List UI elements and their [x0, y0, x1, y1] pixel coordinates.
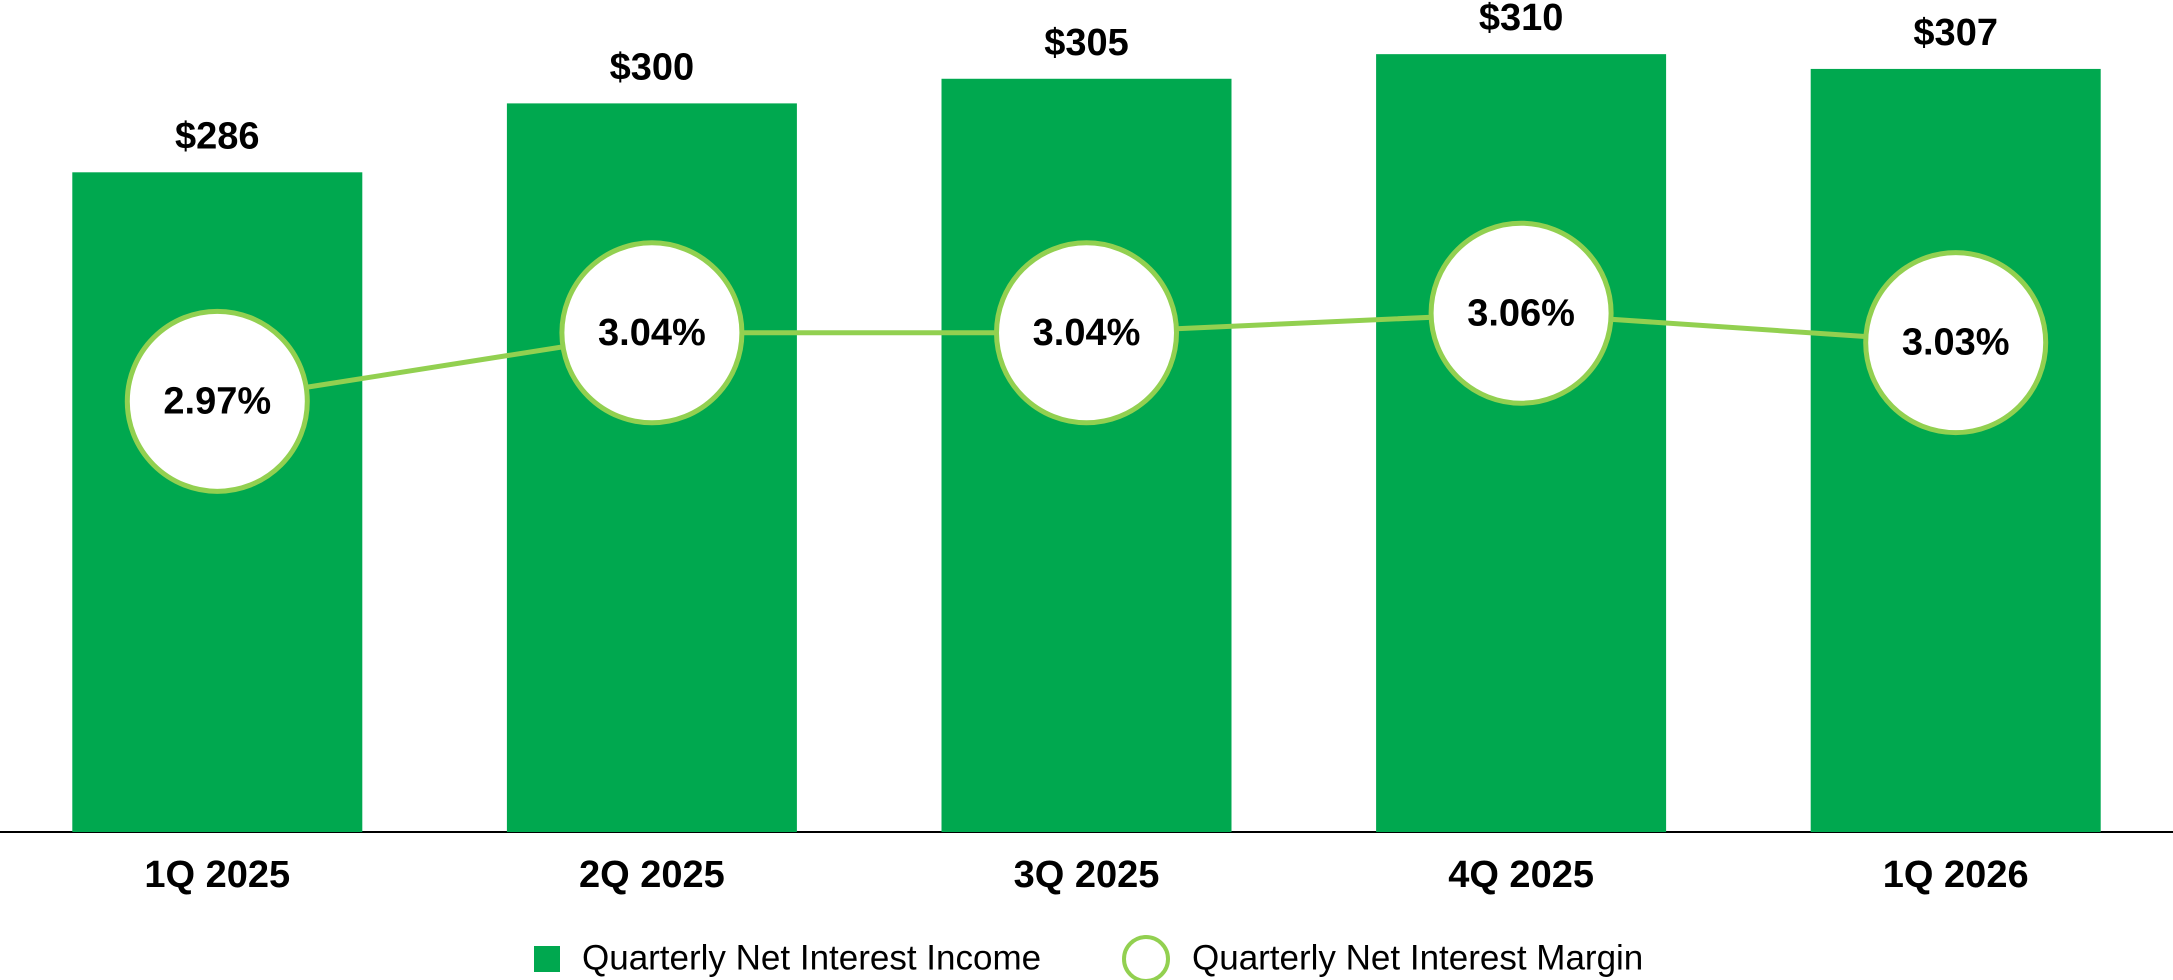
- x-tick-label: 1Q 2026: [1883, 854, 2029, 896]
- line-marker: [559, 240, 745, 426]
- bar: [72, 172, 363, 833]
- line-marker: [124, 308, 310, 494]
- line-value-label: 2.97%: [163, 380, 271, 422]
- bar-value-label: $310: [1479, 0, 1564, 39]
- legend-label: Quarterly Net Interest Income: [582, 938, 1041, 977]
- x-tick-label: 1Q 2025: [144, 854, 290, 896]
- legend-label: Quarterly Net Interest Margin: [1192, 938, 1643, 977]
- bar: [1810, 68, 2101, 832]
- legend-swatch: [1122, 935, 1170, 980]
- bar-value-label: $286: [175, 115, 260, 157]
- line-value-label: 3.04%: [1033, 312, 1141, 354]
- line-value-label: 3.03%: [1902, 322, 2010, 364]
- line-value-label: 3.06%: [1467, 292, 1575, 334]
- bar-value-label: $307: [1913, 12, 1998, 54]
- line-value-label: 3.04%: [598, 312, 706, 354]
- line-marker: [994, 240, 1179, 426]
- bar: [1376, 54, 1667, 832]
- bar: [506, 103, 797, 832]
- bar-value-label: $300: [610, 46, 695, 88]
- x-tick-label: 4Q 2025: [1448, 854, 1594, 896]
- legend-swatch: [534, 946, 560, 972]
- bar: [941, 78, 1232, 833]
- x-tick-label: 3Q 2025: [1014, 854, 1160, 896]
- x-tick-label: 2Q 2025: [579, 854, 725, 896]
- line-marker: [1863, 250, 2049, 436]
- bar-value-label: $305: [1044, 22, 1129, 64]
- line-marker: [1428, 220, 1614, 406]
